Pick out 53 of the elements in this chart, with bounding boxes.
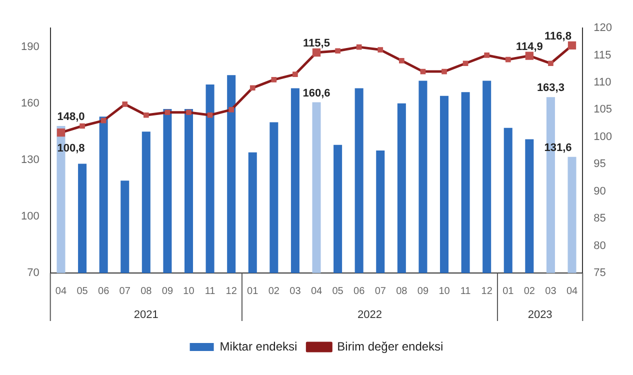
y2-tick-label: 110 [594, 76, 612, 88]
legend-label: Birim değer endeksi [337, 339, 444, 354]
x-tick-label: 04 [310, 286, 322, 297]
x-tick-label: 06 [354, 286, 366, 297]
y2-tick-label: 80 [594, 240, 606, 252]
data-label: 131,6 [544, 142, 572, 154]
x-tick-label: 05 [332, 286, 344, 297]
x-tick-label: 03 [545, 286, 557, 297]
x-tick-label: 02 [524, 286, 536, 297]
x-tick-label: 05 [76, 286, 88, 297]
data-label: 114,9 [516, 40, 543, 53]
x-tick-label: 07 [119, 286, 131, 297]
data-label: 100,8 [57, 142, 85, 155]
y2-tick-label: 75 [594, 267, 606, 280]
x-tick-label: 12 [226, 286, 238, 297]
x-tick-label: 12 [481, 286, 493, 297]
x-tick-label: 01 [247, 286, 259, 297]
text: 2021 [134, 309, 158, 322]
y2-tick-label: 115 [594, 49, 612, 62]
x-tick-label: 11 [460, 286, 472, 297]
y2-tick-label: 85 [594, 212, 606, 225]
x-tick-label: 08 [140, 286, 152, 297]
x-tick-label: 08 [396, 286, 408, 297]
x-tick-label: 07 [374, 286, 386, 297]
x-tick-label: 02 [268, 286, 280, 297]
y2-tick-label: 90 [594, 185, 606, 198]
data-label: 116,8 [544, 30, 572, 42]
x-tick-label: 09 [162, 286, 174, 297]
data-label: 148,0 [57, 111, 85, 124]
y2-tick-label: 100 [594, 130, 612, 143]
x-tick-label: 10 [438, 286, 450, 297]
data-label: 115,5 [303, 38, 330, 50]
y-tick-label: 100 [20, 210, 40, 222]
y-tick-label: 70 [27, 267, 40, 280]
x-tick-label: 11 [204, 286, 216, 297]
text: 2023 [528, 309, 552, 322]
x-tick-label: 10 [183, 286, 195, 297]
y-tick-label: 190 [20, 40, 40, 53]
y2-tick-label: 120 [594, 22, 612, 34]
x-tick-label: 04 [566, 286, 578, 297]
y2-tick-label: 95 [594, 158, 606, 170]
x-tick-label: 04 [55, 286, 67, 297]
y-tick-label: 130 [20, 154, 40, 166]
data-label: 163,3 [536, 82, 564, 94]
x-tick-label: 01 [502, 286, 514, 297]
text: 2022 [357, 309, 382, 322]
x-tick-label: 09 [417, 286, 429, 297]
data-label: 160,6 [302, 87, 330, 100]
y2-tick-label: 105 [594, 104, 612, 116]
x-tick-label: 03 [290, 286, 302, 297]
x-tick-label: 06 [98, 286, 110, 297]
y-tick-label: 160 [20, 97, 40, 110]
legend-label: Miktar endeksi [220, 339, 298, 354]
